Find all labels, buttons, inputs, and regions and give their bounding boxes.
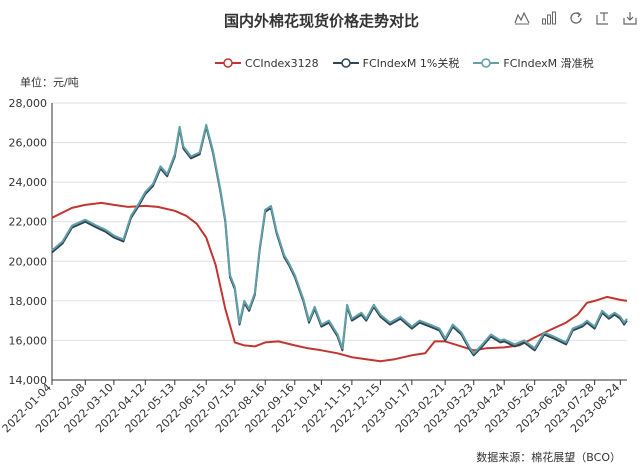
- y-tick-label: 26,000: [9, 137, 48, 150]
- restore-icon[interactable]: [566, 8, 586, 28]
- legend-item-slide[interactable]: FCIndexM 滑准税: [473, 55, 594, 71]
- y-tick-label: 24,000: [9, 176, 48, 189]
- source-note: 数据来源：棉花展望（BCO）: [476, 451, 621, 464]
- legend-label-cc: CCIndex3128: [245, 56, 319, 70]
- y-tick-label: 14,000: [9, 374, 48, 387]
- legend-item-m1[interactable]: FCIndexM 1%关税: [332, 55, 460, 71]
- y-tick-label: 22,000: [9, 216, 48, 229]
- bar-chart-icon[interactable]: [539, 8, 559, 28]
- y-axis-unit: 单位：元/吨: [20, 76, 79, 89]
- save-image-icon[interactable]: [620, 8, 640, 28]
- legend-marker-m1: [332, 58, 359, 68]
- legend: CCIndex3128 FCIndexM 1%关税 FCIndexM 滑准税: [215, 55, 594, 71]
- legend-label-m1: FCIndexM 1%关税: [362, 57, 460, 70]
- line-chart-icon[interactable]: [512, 8, 532, 28]
- data-view-icon[interactable]: [593, 8, 613, 28]
- y-tick-label: 28,000: [9, 97, 48, 110]
- legend-marker-cc: [215, 58, 241, 68]
- toolbox: [512, 8, 640, 28]
- y-tick-label: 16,000: [9, 334, 48, 347]
- series-line-2: [51, 123, 628, 355]
- legend-item-cc[interactable]: CCIndex3128: [215, 55, 319, 71]
- y-tick-label: 20,000: [9, 255, 48, 268]
- legend-label-slide: FCIndexM 滑准税: [503, 57, 594, 70]
- series-line-1: [51, 125, 628, 357]
- y-tick-label: 18,000: [9, 295, 48, 308]
- legend-marker-slide: [473, 58, 500, 68]
- chart-title: 国内外棉花现货价格走势对比: [223, 12, 419, 30]
